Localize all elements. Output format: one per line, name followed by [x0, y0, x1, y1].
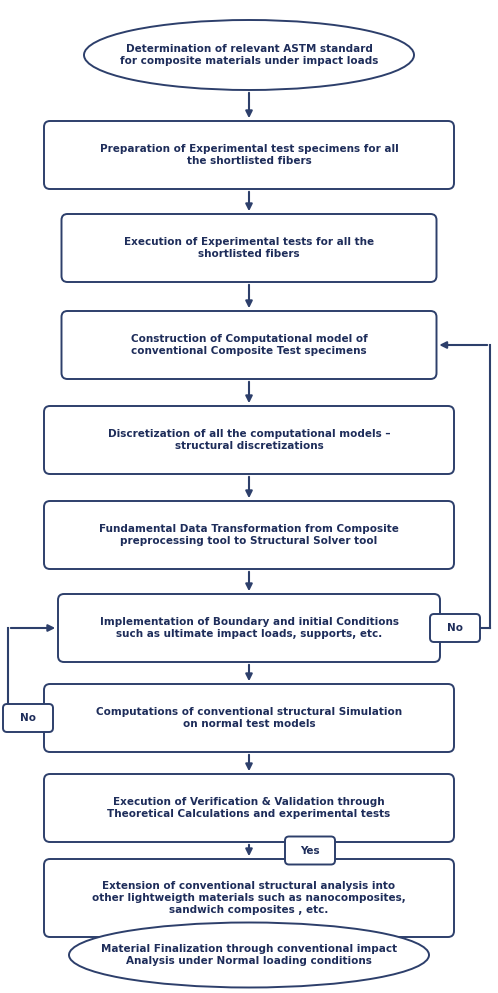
Text: Determination of relevant ASTM standard
for composite materials under impact loa: Determination of relevant ASTM standard … [120, 45, 378, 66]
Text: Implementation of Boundary and initial Conditions
such as ultimate impact loads,: Implementation of Boundary and initial C… [100, 618, 398, 638]
Text: Execution of Experimental tests for all the
shortlisted fibers: Execution of Experimental tests for all … [124, 237, 374, 259]
FancyBboxPatch shape [44, 121, 454, 189]
FancyBboxPatch shape [430, 614, 480, 642]
FancyBboxPatch shape [61, 214, 437, 282]
FancyBboxPatch shape [44, 859, 454, 937]
Text: Discretization of all the computational models –
structural discretizations: Discretization of all the computational … [108, 429, 390, 451]
FancyBboxPatch shape [44, 774, 454, 842]
Text: Execution of Verification & Validation through
Theoretical Calculations and expe: Execution of Verification & Validation t… [108, 797, 390, 819]
Text: Material Finalization through conventional impact
Analysis under Normal loading : Material Finalization through convention… [101, 944, 397, 966]
Text: Computations of conventional structural Simulation
on normal test models: Computations of conventional structural … [96, 707, 402, 729]
FancyBboxPatch shape [3, 704, 53, 732]
Text: Construction of Computational model of
conventional Composite Test specimens: Construction of Computational model of c… [130, 335, 368, 355]
FancyBboxPatch shape [285, 836, 335, 865]
Text: Fundamental Data Transformation from Composite
preprocessing tool to Structural : Fundamental Data Transformation from Com… [99, 524, 399, 546]
FancyBboxPatch shape [44, 501, 454, 569]
Ellipse shape [84, 20, 414, 90]
Text: Preparation of Experimental test specimens for all
the shortlisted fibers: Preparation of Experimental test specime… [100, 144, 398, 166]
FancyBboxPatch shape [58, 594, 440, 662]
FancyBboxPatch shape [44, 684, 454, 752]
Text: No: No [20, 713, 36, 723]
Ellipse shape [69, 922, 429, 987]
Text: Yes: Yes [300, 845, 320, 856]
FancyBboxPatch shape [61, 311, 437, 379]
Text: Extension of conventional structural analysis into
other lightweigth materials s: Extension of conventional structural ana… [92, 882, 406, 915]
FancyBboxPatch shape [44, 406, 454, 474]
Text: No: No [447, 623, 463, 633]
